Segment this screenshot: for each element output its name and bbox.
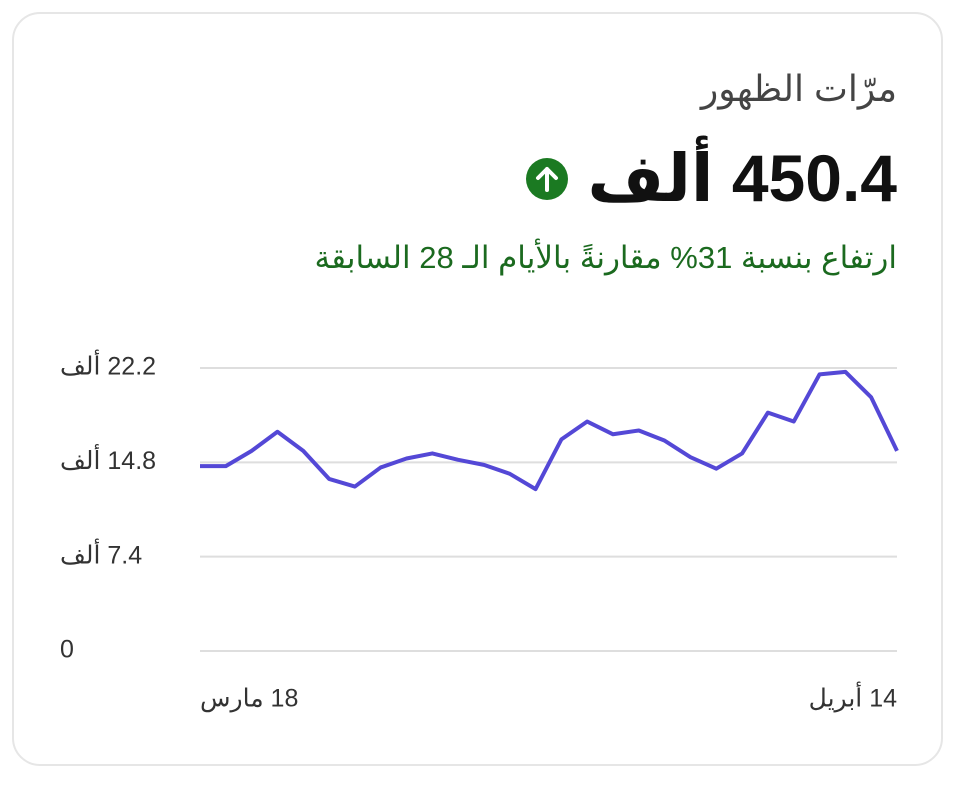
change-text: ارتفاع بنسبة 31% مقارنةً بالأيام الـ 28 … [314, 240, 897, 275]
up-arrow-icon [526, 157, 569, 200]
card [12, 12, 943, 766]
y-tick-label: 0 [60, 636, 74, 664]
x-tick-label: 14 أبريل [809, 681, 897, 713]
card-title: مرّات الظهور [700, 68, 897, 109]
y-tick-label: 7.4 ألف [60, 537, 142, 569]
x-tick-label: 18 مارس [200, 685, 298, 713]
total-row: 450.4 ألف [525, 140, 897, 217]
y-tick-label: 22.2 ألف [60, 349, 156, 381]
y-tick-label: 14.8 ألف [60, 443, 156, 475]
total-value: 450.4 ألف [587, 141, 897, 215]
series-line [200, 369, 899, 492]
